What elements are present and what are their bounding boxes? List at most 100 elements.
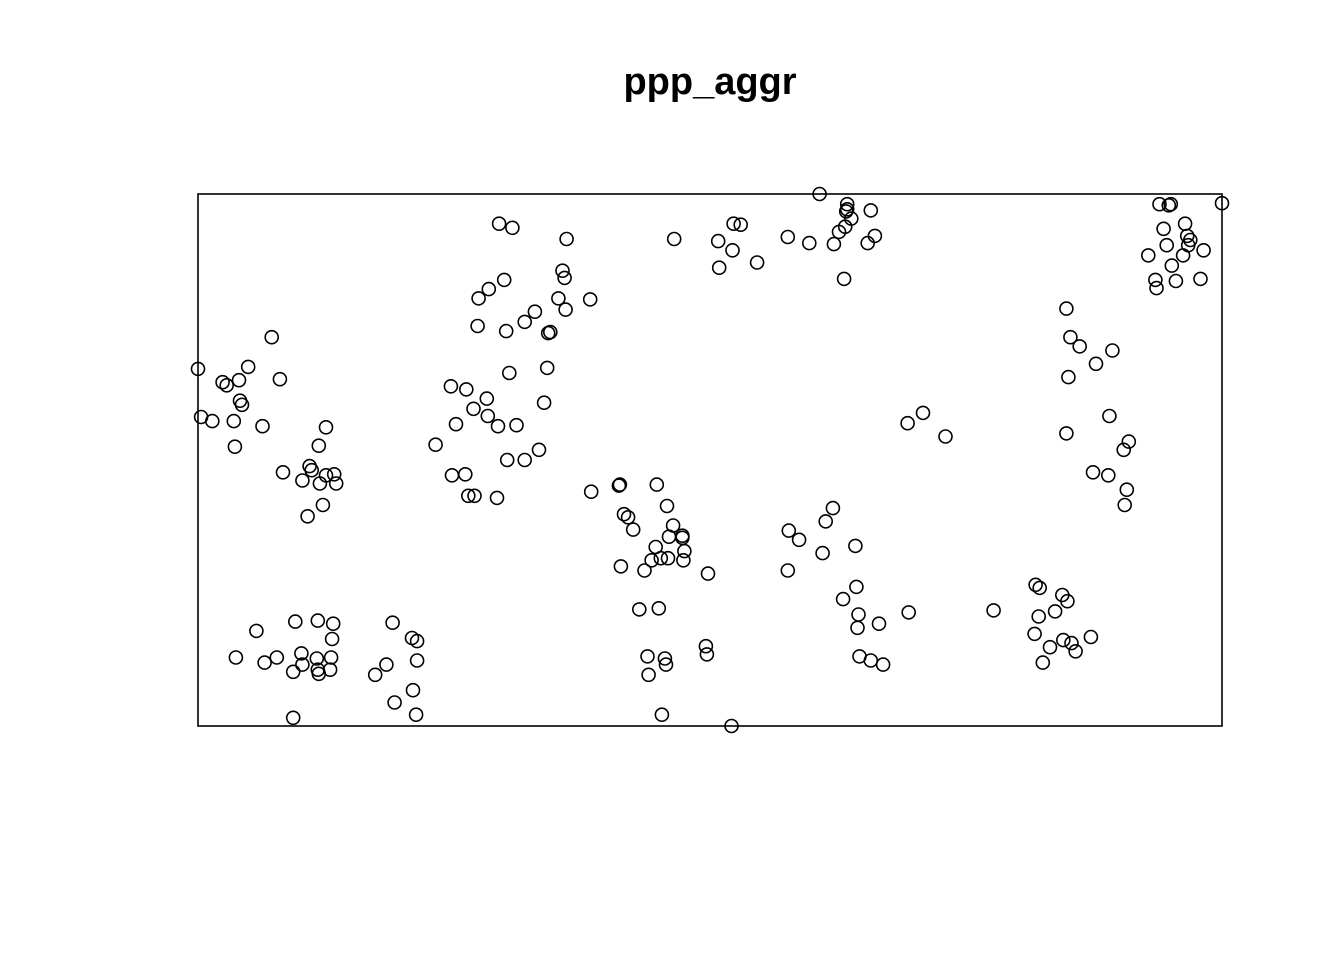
data-point: [205, 413, 220, 429]
data-point: [640, 649, 655, 664]
data-point: [385, 615, 400, 631]
data-point: [466, 401, 481, 417]
data-point: [428, 437, 443, 453]
data-point: [733, 217, 749, 232]
data-point: [1193, 271, 1208, 287]
data-point: [310, 613, 326, 628]
data-point: [509, 417, 524, 433]
data-point: [536, 395, 552, 411]
data-point: [1148, 272, 1163, 288]
data-point: [558, 302, 573, 317]
data-point: [527, 304, 543, 320]
data-point: [285, 664, 301, 680]
data-point: [644, 552, 659, 568]
data-point: [318, 419, 334, 435]
data-point: [1101, 467, 1116, 483]
data-point: [269, 650, 285, 665]
data-point: [1032, 580, 1047, 596]
data-point: [467, 488, 482, 504]
data-point: [791, 532, 807, 548]
data-point: [1117, 497, 1132, 513]
data-point: [227, 439, 243, 455]
data-point: [480, 408, 496, 424]
data-point: [825, 500, 841, 516]
data-point: [323, 650, 339, 665]
data-point: [631, 602, 647, 617]
data-point: [726, 216, 741, 231]
data-point: [625, 522, 641, 537]
data-point: [812, 186, 827, 202]
data-point: [491, 216, 507, 231]
data-point: [444, 467, 460, 483]
data-point: [863, 203, 879, 218]
data-point: [660, 550, 676, 566]
data-point: [583, 484, 599, 500]
data-point: [231, 372, 247, 388]
data-point: [1085, 464, 1101, 480]
data-point: [1214, 195, 1230, 211]
data-point: [215, 374, 230, 390]
data-point: [219, 377, 234, 393]
data-point: [559, 231, 574, 247]
points-layer: [190, 186, 1230, 734]
data-point: [749, 255, 765, 270]
data-point: [505, 220, 520, 236]
data-point: [322, 662, 338, 678]
data-point: [304, 462, 320, 478]
data-point: [641, 667, 656, 683]
data-point: [328, 476, 344, 491]
data-point: [448, 416, 464, 432]
data-point: [311, 438, 327, 454]
data-point: [835, 591, 851, 607]
data-point: [725, 243, 740, 258]
data-point: [295, 657, 310, 672]
data-point: [1183, 232, 1198, 248]
data-point: [1035, 655, 1051, 670]
data-point: [801, 235, 817, 251]
data-point: [300, 508, 315, 524]
data-point: [1042, 639, 1058, 655]
data-point: [1061, 369, 1076, 385]
data-point: [1056, 632, 1071, 648]
data-point: [481, 281, 497, 297]
data-point: [850, 620, 865, 636]
data-point: [234, 397, 250, 413]
data-point: [517, 314, 533, 330]
data-point: [875, 657, 891, 672]
data-point: [1060, 593, 1075, 609]
data-point: [582, 292, 598, 307]
data-point: [826, 236, 842, 252]
data-point: [405, 682, 421, 698]
data-point: [1059, 426, 1074, 441]
data-point: [501, 365, 517, 381]
data-point: [658, 657, 674, 672]
data-point: [443, 378, 459, 394]
data-point: [496, 272, 512, 288]
data-point: [1163, 196, 1179, 212]
data-point: [458, 382, 474, 397]
data-point: [653, 550, 669, 566]
data-point: [249, 623, 264, 639]
data-point: [1149, 280, 1164, 296]
data-point: [665, 518, 681, 533]
data-point: [499, 452, 515, 468]
data-point: [839, 196, 855, 212]
data-point: [457, 466, 473, 482]
data-point: [780, 563, 796, 578]
data-point: [190, 361, 206, 377]
data-point: [860, 235, 876, 251]
data-point: [489, 490, 505, 506]
data-point: [649, 477, 665, 492]
data-point: [294, 646, 309, 661]
data-point: [1119, 482, 1135, 498]
data-point: [379, 657, 394, 672]
data-point: [387, 695, 402, 710]
data-point: [616, 506, 632, 522]
data-point: [325, 616, 341, 632]
data-point: [1064, 635, 1079, 651]
data-point: [1083, 629, 1099, 645]
data-point: [460, 488, 476, 504]
data-point: [1121, 434, 1137, 449]
data-point: [698, 638, 714, 654]
data-point: [240, 359, 256, 375]
